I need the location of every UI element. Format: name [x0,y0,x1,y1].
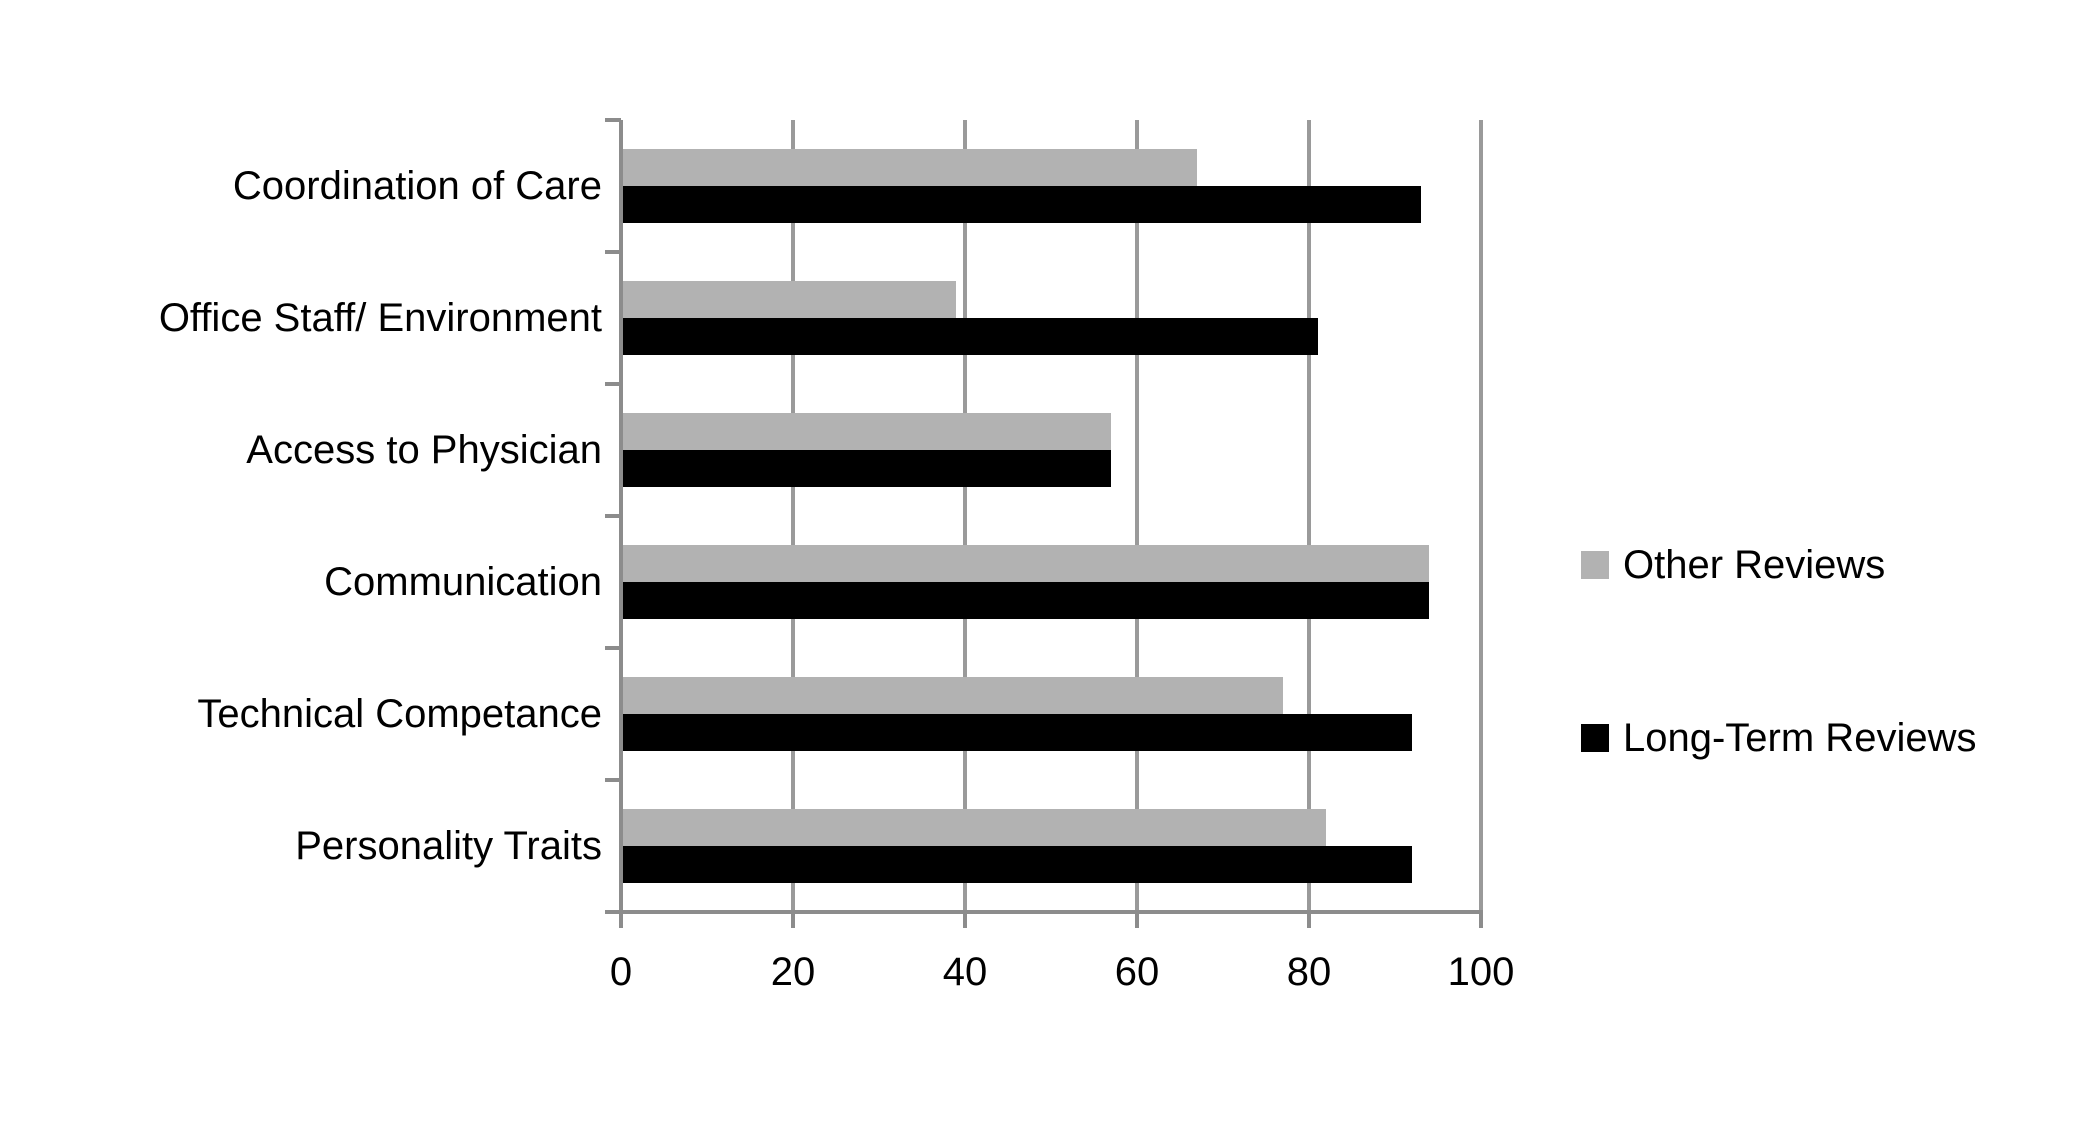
gridline-x-20 [791,120,795,912]
legend-swatch-other-reviews [1581,551,1609,579]
x-tick-label-80: 80 [1286,950,1332,994]
bar-other-reviews-3 [623,545,1429,582]
y-axis-tick-0 [605,118,621,122]
x-tick-label-100: 100 [1447,950,1515,994]
gridline-x-40 [963,120,967,912]
x-tick-label-60: 60 [1114,950,1160,994]
bar-other-reviews-0 [623,149,1197,186]
bar-long-term-reviews-0 [623,186,1421,223]
y-axis-line [619,120,623,928]
bar-other-reviews-4 [623,677,1283,714]
category-label-4: Technical Competance [197,692,602,736]
category-label-3: Communication [324,560,602,604]
category-label-5: Personality Traits [295,824,602,868]
bar-long-term-reviews-2 [623,450,1111,487]
legend-entry-long-term-reviews: Long-Term Reviews [1581,714,1976,762]
y-axis-tick-5 [605,778,621,782]
y-axis-tick-1 [605,250,621,254]
legend-label-other-reviews: Other Reviews [1623,542,1886,587]
bar-other-reviews-1 [623,281,956,318]
x-axis-tick-100 [1479,912,1483,928]
bar-other-reviews-2 [623,413,1111,450]
category-label-0: Coordination of Care [232,164,602,208]
gridline-x-100 [1479,120,1483,912]
legend-swatch-long-term-reviews [1581,724,1609,752]
bar-long-term-reviews-5 [623,846,1412,883]
category-label-2: Access to Physician [246,428,602,472]
y-axis-tick-2 [605,382,621,386]
y-axis-tick-3 [605,514,621,518]
bar-long-term-reviews-3 [623,582,1429,619]
x-tick-label-0: 0 [609,950,633,994]
y-axis-tick-6 [605,910,621,914]
bar-other-reviews-5 [623,809,1326,846]
x-axis-tick-40 [963,912,967,928]
x-tick-label-20: 20 [770,950,816,994]
x-axis-tick-80 [1307,912,1311,928]
bar-long-term-reviews-4 [623,714,1412,751]
x-tick-label-40: 40 [942,950,988,994]
legend-entry-other-reviews: Other Reviews [1581,541,1885,589]
x-axis-line [619,910,1483,914]
gridline-x-80 [1307,120,1311,912]
x-axis-tick-60 [1135,912,1139,928]
y-axis-tick-4 [605,646,621,650]
x-axis-tick-20 [791,912,795,928]
category-label-1: Office Staff/ Environment [158,296,602,340]
legend-label-long-term-reviews: Long-Term Reviews [1623,715,1977,760]
bar-long-term-reviews-1 [623,318,1318,355]
gridline-x-60 [1135,120,1139,912]
